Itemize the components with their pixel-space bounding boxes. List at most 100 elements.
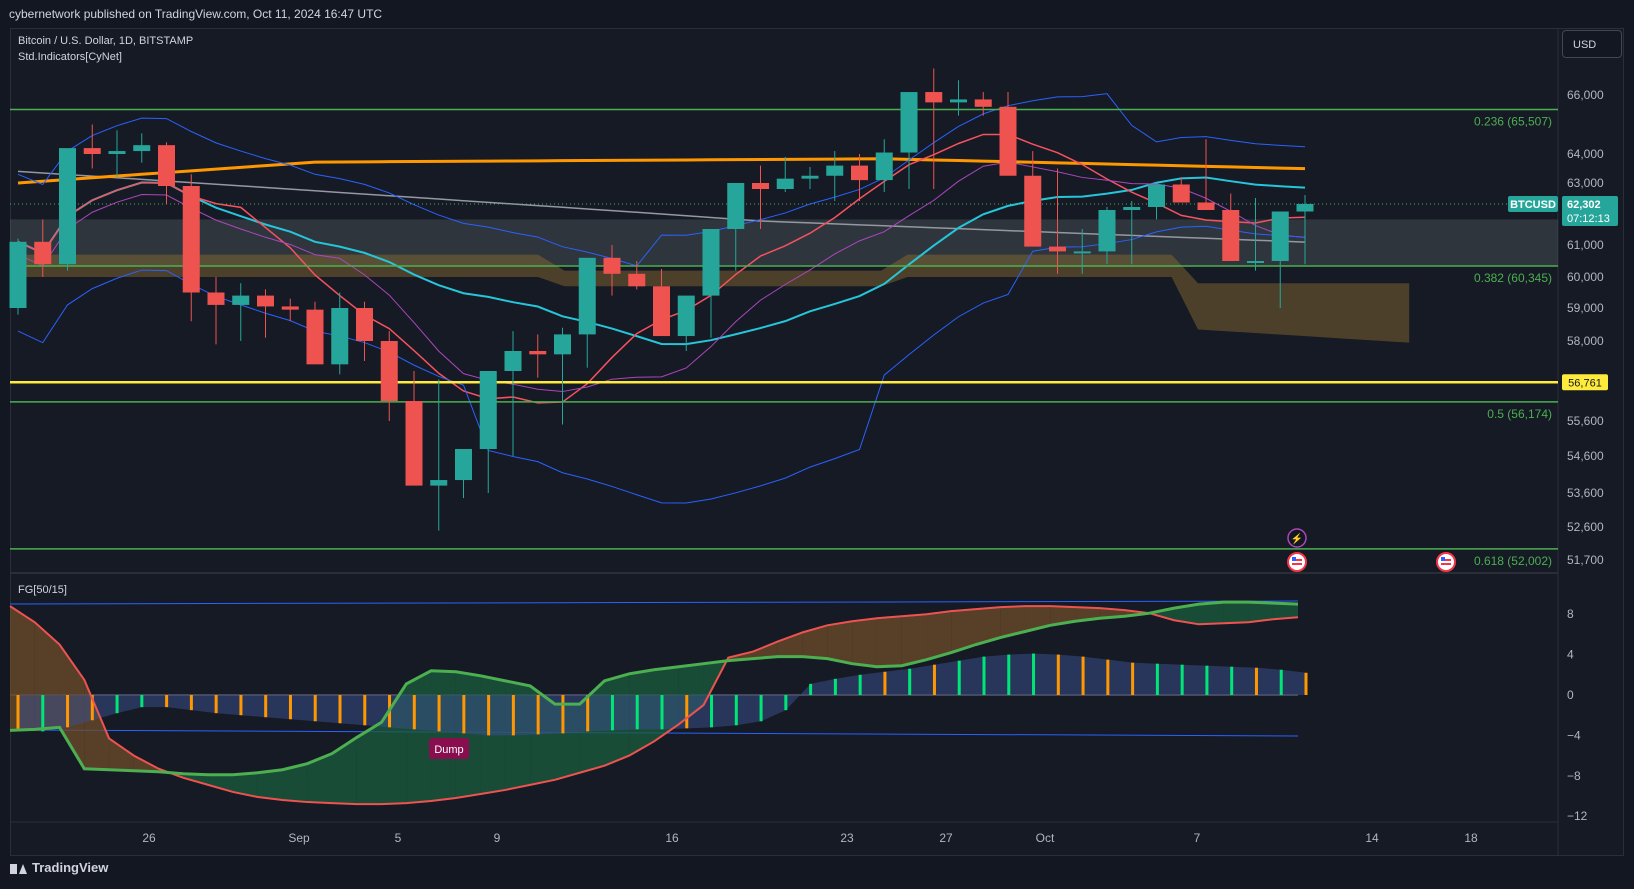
candle-body[interactable]: [875, 152, 893, 181]
candle-body[interactable]: [455, 449, 472, 481]
candle-body[interactable]: [1222, 210, 1240, 261]
candle-body[interactable]: [158, 145, 175, 186]
fg-histogram-bar[interactable]: [660, 695, 664, 730]
candle-body[interactable]: [974, 99, 992, 107]
candle-body[interactable]: [702, 229, 720, 296]
fg-histogram-bar[interactable]: [809, 683, 813, 695]
fg-histogram-bar[interactable]: [1007, 654, 1011, 695]
fg-histogram-bar[interactable]: [313, 695, 317, 722]
fg-histogram-bar[interactable]: [1155, 663, 1159, 695]
candle-body[interactable]: [1024, 175, 1042, 247]
fg-histogram-bar[interactable]: [932, 664, 936, 695]
candle-body[interactable]: [950, 99, 967, 103]
fg-histogram-bar[interactable]: [858, 674, 862, 695]
fg-indicator-title[interactable]: FG[50/15]: [18, 584, 67, 596]
us-economic-event-icon[interactable]: [1287, 552, 1307, 572]
candle-body[interactable]: [405, 401, 423, 486]
candle-body[interactable]: [1148, 184, 1165, 208]
fg-histogram-bar[interactable]: [487, 695, 491, 736]
fg-histogram-bar[interactable]: [1279, 669, 1283, 695]
fg-histogram-bar[interactable]: [1032, 653, 1036, 695]
candle-body[interactable]: [257, 295, 274, 307]
fg-histogram-bar[interactable]: [957, 660, 961, 695]
candle-body[interactable]: [232, 295, 250, 305]
candle-body[interactable]: [1073, 251, 1091, 254]
candle-body[interactable]: [356, 308, 373, 341]
fg-histogram-bar[interactable]: [561, 695, 565, 734]
fg-histogram-bar[interactable]: [189, 695, 193, 711]
candle-body[interactable]: [479, 371, 497, 449]
candle-body[interactable]: [1098, 210, 1116, 252]
candle-body[interactable]: [653, 286, 670, 337]
candle-body[interactable]: [1296, 203, 1314, 212]
indicator-title[interactable]: Std.Indicators[CyNet]: [18, 51, 122, 63]
fg-histogram-bar[interactable]: [610, 695, 614, 731]
candle-body[interactable]: [752, 183, 769, 189]
fg-histogram-bar[interactable]: [165, 695, 169, 708]
fg-histogram-bar[interactable]: [1106, 659, 1110, 695]
fg-histogram-bar[interactable]: [635, 695, 639, 730]
fg-histogram-bar[interactable]: [437, 695, 441, 732]
candle-body[interactable]: [108, 151, 126, 154]
candle-body[interactable]: [578, 257, 596, 335]
fg-histogram-bar[interactable]: [462, 695, 466, 734]
fg-histogram-bar[interactable]: [1205, 665, 1209, 695]
candle-body[interactable]: [1172, 184, 1190, 203]
fg-histogram-bar[interactable]: [685, 695, 689, 729]
fg-histogram-bar[interactable]: [908, 668, 912, 695]
candle-body[interactable]: [925, 92, 943, 103]
candle-body[interactable]: [554, 334, 571, 355]
candle-body[interactable]: [826, 165, 844, 176]
candle-body[interactable]: [1049, 246, 1066, 252]
fg-histogram-bar[interactable]: [90, 695, 94, 721]
fg-histogram-bar[interactable]: [536, 695, 540, 735]
fg-histogram-bar[interactable]: [1304, 672, 1308, 695]
candle-body[interactable]: [207, 292, 225, 305]
candle-body[interactable]: [851, 165, 868, 181]
candle-body[interactable]: [83, 148, 101, 154]
candle-body[interactable]: [801, 175, 819, 179]
fg-histogram-bar[interactable]: [1056, 654, 1060, 695]
candle-body[interactable]: [1123, 207, 1141, 210]
fg-histogram-bar[interactable]: [883, 671, 887, 695]
fg-histogram-bar[interactable]: [66, 695, 70, 728]
dump-label-box[interactable]: [429, 738, 469, 759]
fg-histogram-bar[interactable]: [511, 695, 515, 736]
fg-histogram-bar[interactable]: [288, 695, 292, 720]
fg-histogram-bar[interactable]: [833, 678, 837, 695]
fg-histogram-bar[interactable]: [784, 695, 788, 711]
fg-histogram-bar[interactable]: [41, 695, 45, 732]
fg-histogram-bar[interactable]: [1081, 656, 1085, 695]
candle-body[interactable]: [776, 178, 794, 189]
candle-body[interactable]: [182, 186, 200, 293]
candle-body[interactable]: [34, 241, 52, 265]
fg-histogram-bar[interactable]: [1254, 667, 1258, 695]
candle-body[interactable]: [677, 295, 695, 337]
candle-body[interactable]: [603, 257, 621, 274]
fg-histogram-bar[interactable]: [239, 695, 243, 716]
candle-body[interactable]: [306, 309, 324, 365]
candle-body[interactable]: [1247, 261, 1264, 263]
candle-body[interactable]: [504, 351, 522, 371]
fg-histogram-bar[interactable]: [16, 695, 20, 731]
candle-body[interactable]: [999, 106, 1017, 176]
candle-body[interactable]: [1197, 202, 1215, 211]
fg-histogram-bar[interactable]: [586, 695, 590, 732]
fg-histogram-bar[interactable]: [982, 656, 986, 695]
currency-button[interactable]: USD: [1562, 30, 1622, 58]
fg-histogram-bar[interactable]: [264, 695, 268, 718]
candle-body[interactable]: [59, 148, 76, 265]
candle-body[interactable]: [331, 308, 349, 365]
fg-histogram-bar[interactable]: [1131, 662, 1135, 695]
fg-histogram-bar[interactable]: [1230, 666, 1234, 695]
candle-body[interactable]: [628, 273, 646, 287]
fg-histogram-bar[interactable]: [214, 695, 218, 714]
fg-histogram-bar[interactable]: [363, 695, 367, 726]
fg-histogram-bar[interactable]: [338, 695, 342, 724]
candle-body[interactable]: [900, 92, 918, 153]
candle-body[interactable]: [133, 145, 151, 152]
fg-histogram-bar[interactable]: [734, 695, 738, 726]
fg-histogram-bar[interactable]: [1180, 664, 1184, 695]
lightning-event-icon[interactable]: [1287, 528, 1307, 548]
